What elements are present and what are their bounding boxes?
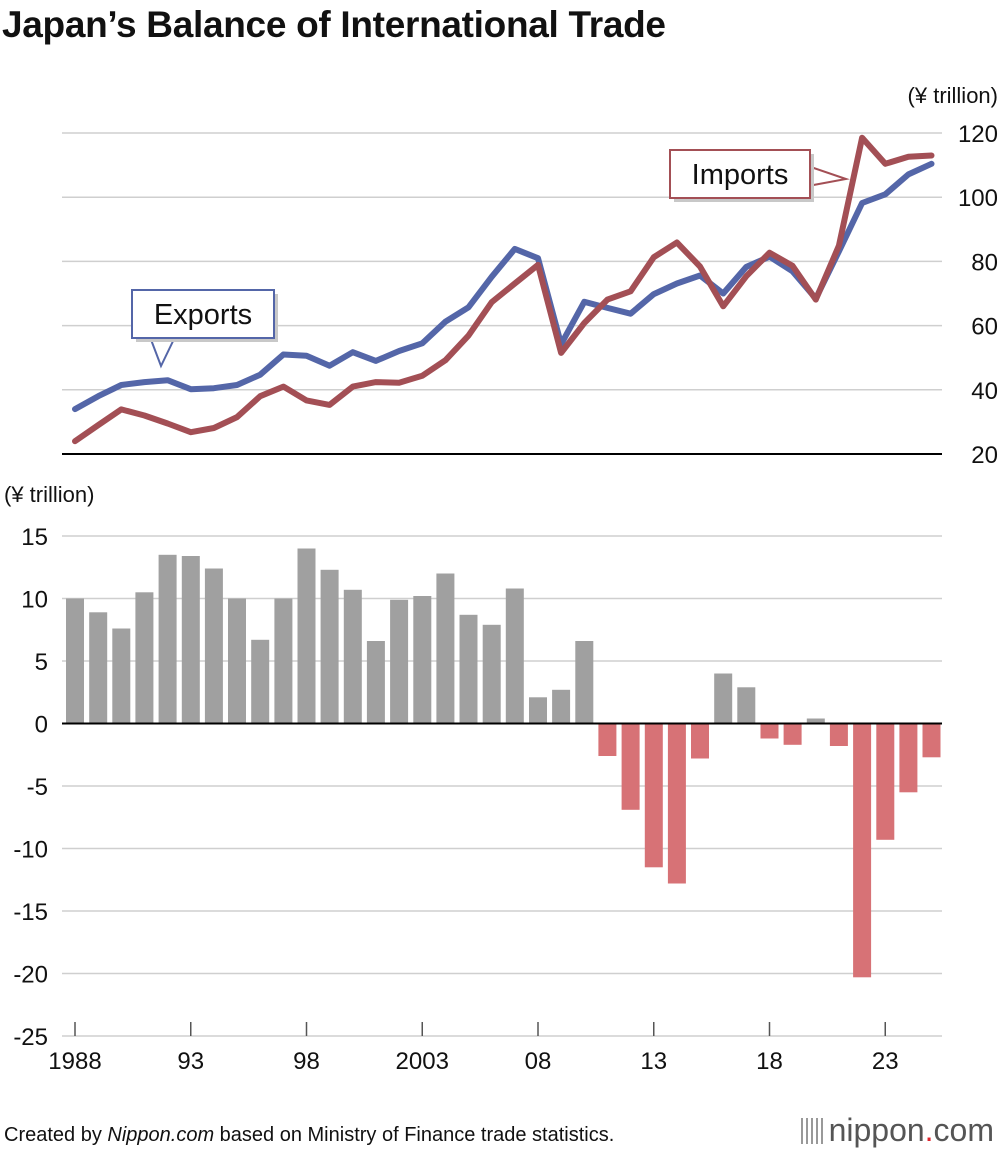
- balance-bar: [899, 723, 918, 793]
- logo-dot: .: [924, 1112, 934, 1148]
- balance-bar: [598, 723, 617, 756]
- y-tick-label: 20: [971, 442, 998, 469]
- balance-bar: [66, 598, 84, 724]
- balance-bar: [181, 556, 200, 724]
- nippon-logo: nippon.com: [800, 1112, 994, 1149]
- balance-bar: [482, 624, 501, 724]
- exports-callout-text: Exports: [154, 299, 252, 331]
- balance-bar: [413, 596, 432, 724]
- source-prefix: Created by: [4, 1124, 108, 1146]
- y-tick-label: 5: [35, 649, 48, 676]
- logo-bars-icon: [800, 1118, 823, 1144]
- balance-bar: [459, 614, 478, 724]
- y-tick-label: -20: [13, 962, 48, 989]
- balance-bar: [667, 723, 686, 884]
- balance-bar: [621, 723, 640, 810]
- balance-bar: [343, 589, 362, 724]
- balance-bar: [366, 641, 385, 724]
- x-tick-label: 23: [872, 1048, 899, 1075]
- chart-title: Japan’s Balance of International Trade: [2, 4, 666, 45]
- x-tick-label: 1988: [48, 1048, 101, 1075]
- balance-bar: [320, 569, 339, 724]
- source-note: Created by Nippon.com based on Ministry …: [4, 1124, 614, 1147]
- exports-callout-box: [131, 289, 275, 339]
- balance-bar: [644, 723, 663, 868]
- balance-bar: [274, 598, 293, 724]
- y-tick-label: 40: [971, 378, 998, 405]
- imports-callout: Imports: [669, 149, 850, 202]
- y-axis-unit-label: (¥ trillion): [908, 83, 998, 108]
- balance-bar: [876, 723, 895, 840]
- balance-bar: [89, 612, 108, 724]
- x-tick-label: 98: [293, 1048, 320, 1075]
- y-tick-label: -10: [13, 837, 48, 864]
- x-tick-label: 93: [177, 1048, 204, 1075]
- balance-bar: [575, 641, 594, 724]
- y-tick-label: 15: [21, 524, 48, 551]
- logo-tld: com: [933, 1112, 994, 1148]
- imports-callout-text: Imports: [692, 159, 789, 191]
- balance-bar: [505, 588, 524, 724]
- balance-bar: [714, 673, 733, 724]
- y-tick-label: -25: [13, 1024, 48, 1051]
- balance-bar: [760, 723, 779, 739]
- balance-bar: [251, 639, 270, 724]
- balance-bar: [783, 723, 802, 745]
- balance-bar: [737, 687, 756, 724]
- y-tick-label: 100: [958, 185, 998, 212]
- x-tick-label: 2003: [396, 1048, 449, 1075]
- exports-imports-line-chart: 20 40 60 80 100 120 (¥ trillion) Exports Imports: [62, 83, 998, 469]
- balance-bar: [806, 718, 825, 724]
- balance-bar: [691, 723, 709, 759]
- y-tick-label: 60: [971, 314, 998, 341]
- balance-bar: [529, 697, 547, 724]
- balance-bar: [390, 599, 409, 724]
- imports-series-line: [72, 134, 935, 445]
- balance-bar: [228, 598, 246, 724]
- balance-bar: [922, 723, 941, 758]
- exports-callout: Exports: [131, 289, 278, 369]
- y-tick-label: 120: [958, 121, 998, 148]
- y-tick-label: 80: [971, 249, 998, 276]
- y-axis-unit-label: (¥ trillion): [4, 482, 94, 507]
- balance-bar: [158, 554, 177, 724]
- y-tick-label: -5: [27, 774, 48, 801]
- exports-series-line: [72, 160, 935, 413]
- balance-bar: [297, 548, 316, 724]
- balance-bar: [135, 592, 154, 724]
- source-site: Nippon.com: [107, 1124, 215, 1146]
- y-tick-label: -15: [13, 899, 48, 926]
- balance-bar: [204, 568, 223, 724]
- balance-bar: [853, 723, 872, 978]
- y-tick-label: 10: [21, 587, 48, 614]
- imports-callout-box: [669, 149, 811, 199]
- trade-balance-bar-chart: (¥ trillion) -25 -20 -15 -10 -5 0 5 10 15 1988 93 98…: [4, 482, 942, 1075]
- x-tick-label: 13: [640, 1048, 667, 1075]
- logo-name: nippon: [828, 1112, 925, 1148]
- balance-bar: [112, 628, 131, 724]
- y-tick-label: 0: [35, 712, 48, 739]
- source-suffix: based on Ministry of Finance trade stati…: [214, 1124, 615, 1146]
- balance-bar: [436, 573, 455, 724]
- x-tick-label: 08: [525, 1048, 552, 1075]
- x-tick-label: 18: [756, 1048, 783, 1075]
- balance-bar: [829, 723, 848, 746]
- balance-bar: [552, 689, 571, 724]
